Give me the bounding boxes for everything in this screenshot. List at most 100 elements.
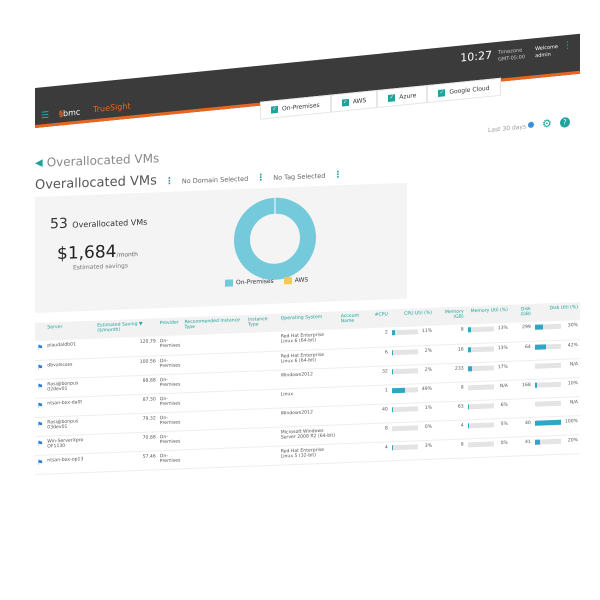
cpu-count: 32 [372, 365, 390, 386]
memory-util: 5% [495, 417, 510, 438]
estimated-saving: 70.88 [95, 431, 158, 453]
utilization-bar [467, 383, 494, 390]
disk-util: 10% [562, 377, 580, 397]
utilization-bar [467, 326, 494, 333]
operating-system: Windows2012 [278, 405, 339, 427]
disk-util: 20% [562, 434, 580, 454]
flag-icon[interactable]: ⚑ [37, 343, 44, 352]
memory: 233 [434, 362, 466, 383]
cpu-util: 2% [419, 344, 435, 365]
flag-icon[interactable]: ⚑ [37, 458, 44, 467]
cpu-count: 2 [372, 327, 390, 348]
memory-util: N/A [495, 379, 510, 400]
utilization-bar [391, 443, 418, 450]
column-header[interactable]: #CPU [372, 309, 390, 329]
provider: On-Premises [157, 373, 183, 394]
period-selector[interactable]: Last 30 days [488, 121, 535, 134]
flag-icon[interactable]: ⚑ [37, 363, 44, 372]
flag-icon[interactable]: ⚑ [37, 382, 44, 391]
memory: 63 [434, 400, 466, 421]
recommended-instance-type [182, 408, 247, 431]
column-header[interactable]: Operating System [278, 311, 339, 332]
gear-icon[interactable]: ⚙ [542, 116, 552, 131]
filter-aws[interactable]: ✓ AWS [330, 90, 378, 113]
checkbox-checked-icon[interactable]: ✓ [341, 98, 349, 107]
vm-table: Server Estimated Saving ▼ ($/month) Provid… [35, 302, 580, 474]
server-name[interactable]: ntsan-box-da0t [45, 395, 96, 417]
info-icon[interactable] [528, 121, 535, 128]
flag-icon[interactable]: ⚑ [37, 401, 44, 410]
legend-item[interactable]: AWS [283, 276, 309, 285]
more-options-icon[interactable]: ⋮ [563, 40, 572, 52]
instance-type [246, 388, 279, 409]
column-header[interactable]: Provider [157, 317, 183, 337]
memory-util: 13% [495, 322, 510, 343]
server-name[interactable]: Rasi@bonpus 02dev01 [45, 376, 96, 398]
app-window: ☰ §bmc TrueSight 10:27 Timezone GMT-05:00… [35, 33, 580, 474]
provider: On-Premises [157, 392, 183, 413]
account-name [338, 328, 373, 349]
column-header[interactable]: Server [45, 320, 96, 341]
checkbox-checked-icon[interactable]: ✓ [388, 93, 396, 102]
legend-swatch [225, 279, 233, 287]
column-header[interactable]: CPU Util (%) [389, 307, 435, 328]
memory: 8 [434, 438, 466, 459]
column-header[interactable]: Instance Type [246, 313, 279, 333]
server-name[interactable]: Win-ServerXpro OF1130 [45, 433, 96, 455]
instance-type [246, 407, 279, 428]
savings-label: Estimated savings [73, 262, 128, 272]
flag-icon[interactable]: ⚑ [37, 420, 44, 429]
provider-donut-chart [234, 197, 316, 280]
help-icon[interactable]: ? [560, 116, 570, 128]
checkbox-checked-icon[interactable]: ✓ [271, 105, 278, 114]
server-name[interactable]: plaudaldb01 [45, 338, 96, 360]
memory-util: 13% [495, 341, 510, 362]
column-header[interactable]: Account Name [338, 310, 373, 330]
utilization-bar [534, 419, 561, 426]
column-header[interactable]: Disk Util (%) [532, 302, 580, 322]
hamburger-menu-icon[interactable]: ☰ [41, 110, 50, 122]
back-arrow-icon[interactable]: ◀ [35, 157, 43, 169]
utilization-bar [391, 329, 418, 336]
tag-selector[interactable]: No Tag Selected [273, 171, 326, 182]
operating-system: Red Hat Enterprise Linux 6 (64-bit) [278, 329, 339, 351]
column-header[interactable]: Memory Util (%) [465, 304, 510, 325]
savings: $1,684/month [57, 241, 138, 264]
disk-util: N/A [562, 358, 580, 378]
account-name [338, 366, 373, 387]
server-name[interactable]: ntsan-box-op13 [45, 452, 96, 474]
filter-azure[interactable]: ✓ Azure [377, 85, 428, 109]
operating-system: Windows2012 [278, 367, 339, 389]
utilization-bar [534, 343, 561, 350]
cpu-util: 49% [419, 382, 435, 403]
product-name: TrueSight [93, 101, 131, 115]
tag-menu-icon[interactable]: ⋮ [333, 170, 343, 181]
domain-menu-icon[interactable]: ⋮ [256, 173, 266, 184]
title-menu-icon[interactable]: ⋮ [164, 176, 174, 188]
operating-system: Microsoft Windows Server 2008 R2 (64-bit… [278, 424, 339, 446]
cpu-util: 11% [419, 325, 435, 346]
disk: 40 [509, 416, 533, 437]
domain-selector[interactable]: No Domain Selected [181, 174, 249, 186]
user-menu[interactable]: Welcome admin [535, 44, 558, 60]
instance-type [246, 350, 279, 371]
estimated-saving: 88.88 [95, 374, 158, 396]
utilization-bar [467, 421, 494, 428]
estimated-saving: 57.46 [95, 450, 158, 472]
server-name[interactable]: dbvalscass [45, 357, 96, 379]
column-header[interactable]: Disk (GB) [509, 303, 533, 323]
legend-label: On-Premises [236, 277, 274, 287]
utilization-bar [391, 367, 418, 374]
account-name [338, 385, 373, 406]
memory: 8 [434, 381, 466, 402]
column-header[interactable]: Memory (GB) [434, 306, 466, 326]
estimated-saving: 79.32 [95, 412, 158, 434]
account-name [338, 347, 373, 368]
flag-icon[interactable]: ⚑ [37, 439, 44, 448]
legend-label: AWS [294, 276, 309, 285]
memory-util: 6% [495, 398, 510, 419]
server-name[interactable]: Rasi@bonpus 03dev01 [45, 414, 96, 436]
checkbox-checked-icon[interactable]: ✓ [438, 88, 446, 97]
legend-item[interactable]: On-Premises [225, 278, 274, 287]
memory-util: 17% [495, 360, 510, 381]
